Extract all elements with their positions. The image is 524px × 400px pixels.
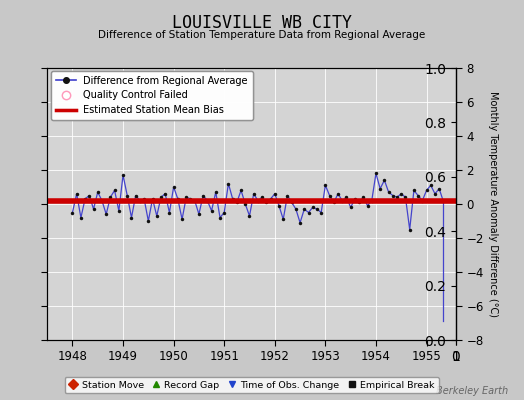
Text: LOUISVILLE WB CITY: LOUISVILLE WB CITY — [172, 14, 352, 32]
Text: Berkeley Earth: Berkeley Earth — [436, 386, 508, 396]
Y-axis label: Monthly Temperature Anomaly Difference (°C): Monthly Temperature Anomaly Difference (… — [488, 91, 498, 317]
Legend: Difference from Regional Average, Quality Control Failed, Estimated Station Mean: Difference from Regional Average, Qualit… — [51, 71, 253, 120]
Legend: Station Move, Record Gap, Time of Obs. Change, Empirical Break: Station Move, Record Gap, Time of Obs. C… — [64, 377, 439, 393]
Text: Difference of Station Temperature Data from Regional Average: Difference of Station Temperature Data f… — [99, 30, 425, 40]
